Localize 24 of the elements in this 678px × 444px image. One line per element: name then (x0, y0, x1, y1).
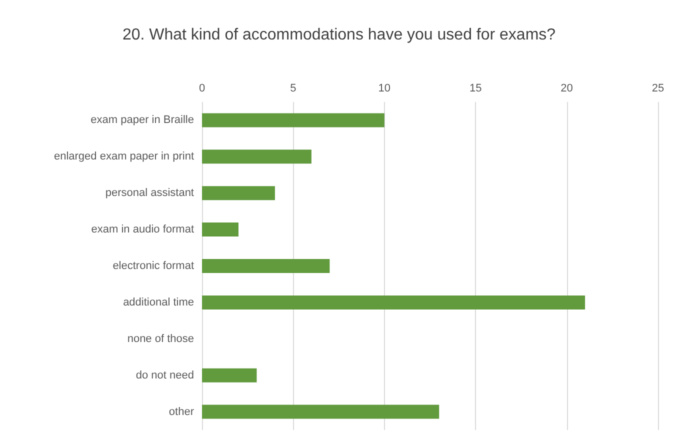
bar (202, 186, 275, 200)
y-tick-label: do not need (136, 369, 194, 382)
x-tick-label: 25 (652, 82, 664, 94)
bar (202, 295, 586, 310)
bar (202, 259, 330, 273)
bar (202, 368, 257, 382)
y-tick-label: additional time (123, 296, 194, 308)
x-tick-label: 15 (469, 82, 482, 94)
y-tick-label: exam in audio format (91, 224, 194, 236)
bar (202, 404, 440, 419)
x-tick-label: 0 (198, 82, 206, 94)
y-tick-label: exam paper in Braille (90, 114, 194, 126)
y-tick-label: enlarged exam paper in print (54, 150, 194, 163)
chart-title: 20. What kind of accommodations have you used for exams? (122, 26, 556, 44)
bar (202, 150, 312, 164)
y-tick-label: electronic format (112, 260, 194, 272)
y-tick-label: none of those (127, 332, 194, 345)
x-tick-label: 20 (560, 82, 573, 94)
bar (202, 222, 238, 237)
y-tick-label: personal assistant (105, 187, 194, 200)
x-tick-label: 5 (290, 82, 296, 94)
x-tick-label: 10 (378, 82, 391, 94)
bar (202, 113, 384, 128)
y-tick-label: other (168, 406, 194, 418)
